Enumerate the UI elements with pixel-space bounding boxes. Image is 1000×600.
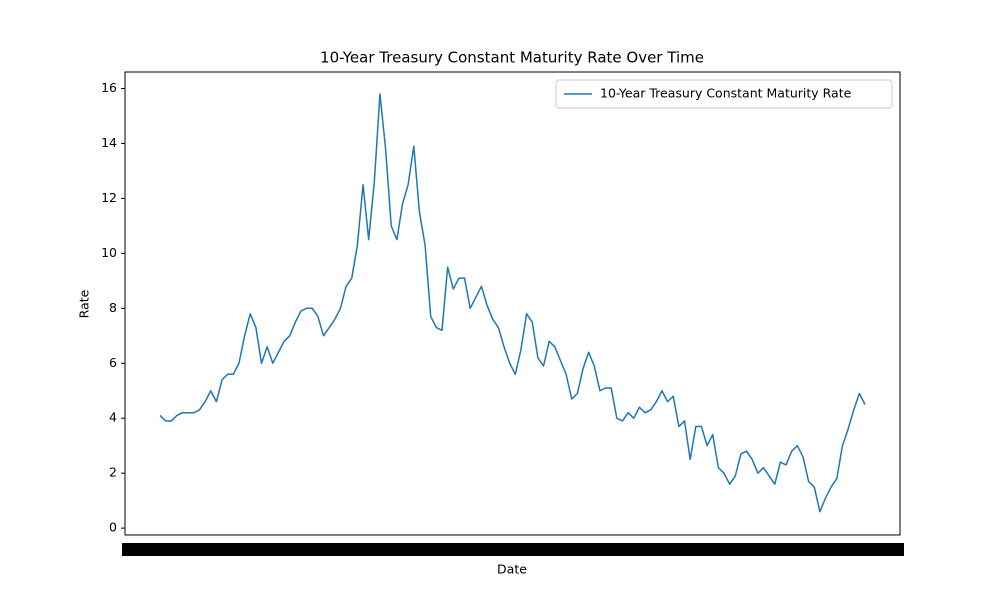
plot-frame xyxy=(124,71,901,536)
x-axis-label: Date xyxy=(497,562,527,577)
y-tick-label: 12 xyxy=(101,190,117,205)
y-tick-label: 0 xyxy=(109,520,117,535)
legend-box xyxy=(555,79,893,109)
data-line xyxy=(159,93,866,513)
y-tick-label: 6 xyxy=(109,355,117,370)
legend-label: 10-Year Treasury Constant Maturity Rate xyxy=(600,86,852,101)
y-axis-label: Rate xyxy=(77,289,92,318)
y-tick-label: 16 xyxy=(101,80,117,95)
x-tick-label-overlap xyxy=(122,543,904,556)
y-tick-label: 2 xyxy=(109,465,117,480)
y-tick-label: 10 xyxy=(101,245,117,260)
chart-title: 10-Year Treasury Constant Maturity Rate … xyxy=(320,49,704,67)
y-tick-label: 4 xyxy=(109,410,117,425)
y-tick-label: 14 xyxy=(101,135,117,150)
y-tick-label: 8 xyxy=(109,300,117,315)
